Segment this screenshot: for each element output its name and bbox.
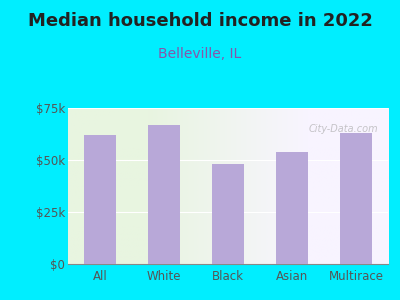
Bar — [84, 135, 116, 264]
Text: Median household income in 2022: Median household income in 2022 — [28, 12, 372, 30]
Bar — [340, 133, 372, 264]
Text: Belleville, IL: Belleville, IL — [158, 47, 242, 61]
Bar — [212, 164, 244, 264]
Text: City-Data.com: City-Data.com — [309, 124, 378, 134]
Bar — [148, 124, 180, 264]
Bar — [276, 152, 308, 264]
